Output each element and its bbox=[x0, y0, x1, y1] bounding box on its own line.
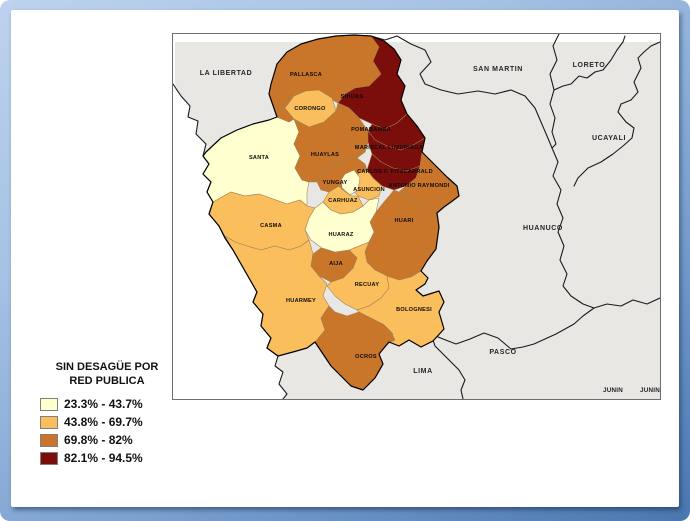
province-label-pallasca: PALLASCA bbox=[290, 72, 322, 78]
legend-item-label-1: 43.8% - 69.7% bbox=[64, 415, 143, 429]
province-label-asuncion: ASUNCION bbox=[353, 187, 385, 193]
legend-item-0: 23.3% - 43.7% bbox=[40, 395, 178, 413]
page: LA LIBERTAD SAN MARTIN LORETO UCAYALI HUANUC… bbox=[11, 10, 679, 507]
legend-item-1: 43.8% - 69.7% bbox=[40, 413, 178, 431]
legend-swatch-0 bbox=[40, 397, 58, 411]
province-label-corongo: CORONGO bbox=[294, 106, 326, 112]
department-boundary-0 bbox=[370, 35, 553, 149]
province-label-ocros: OCROS bbox=[355, 354, 377, 360]
province-label-huaylas: HUAYLAS bbox=[311, 152, 339, 158]
province-label-yungay: YUNGAY bbox=[323, 180, 348, 186]
department-boundary-2 bbox=[553, 35, 626, 91]
province-label-huaraz: HUARAZ bbox=[328, 232, 353, 238]
region-label-san-martin: SAN MARTIN bbox=[473, 66, 523, 73]
province-label-carhuaz: CARHUAZ bbox=[328, 198, 358, 204]
province-label-mariscal-luzuriaga: MARISCAL LUZURIAGA bbox=[355, 145, 423, 151]
province-label-bolognesi: BOLOGNESI bbox=[396, 307, 432, 313]
legend-swatch-1 bbox=[40, 415, 58, 429]
province-label-antonio-raymondi: ANTONIO RAYMONDI bbox=[388, 183, 449, 189]
province-label-casma: CASMA bbox=[260, 223, 282, 229]
department-boundary-1 bbox=[549, 34, 595, 309]
province-label-recuay: RECUAY bbox=[355, 282, 380, 288]
legend-swatch-2 bbox=[40, 433, 58, 447]
province-shape-carhuaz bbox=[322, 185, 364, 215]
region-label-ucayali: UCAYALI bbox=[592, 135, 626, 142]
province-label-huari: HUARI bbox=[395, 218, 414, 224]
legend-item-2: 69.8% - 82% bbox=[40, 431, 178, 449]
map-legend: SIN DESAGÜE POR RED PUBLICA 23.3% - 43.7… bbox=[36, 360, 178, 467]
province-shape-corongo bbox=[284, 89, 337, 128]
province-label-carlos-f-fitzcarrald: CARLOS F. FITZCARRALD bbox=[357, 169, 433, 175]
region-label-pasco: PASCO bbox=[489, 349, 516, 356]
legend-item-label-2: 69.8% - 82% bbox=[64, 433, 133, 447]
legend-title: SIN DESAGÜE POR RED PUBLICA bbox=[36, 360, 178, 388]
province-label-huarmey: HUARMEY bbox=[286, 298, 316, 304]
legend-swatch-3 bbox=[40, 451, 58, 465]
corner-label-1: JUNIN bbox=[640, 387, 660, 394]
legend-title-line1: SIN DESAGÜE POR bbox=[55, 361, 159, 373]
province-label-sihuas: SIHUAS bbox=[341, 94, 364, 100]
province-shape-unnamed bbox=[340, 169, 361, 196]
region-label-lima: LIMA bbox=[413, 368, 433, 375]
department-boundary-3 bbox=[573, 41, 660, 187]
ocean bbox=[173, 84, 287, 399]
department-boundary-5 bbox=[430, 333, 466, 399]
legend-item-label-3: 82.1% - 94.5% bbox=[64, 451, 143, 465]
department-boundary-4 bbox=[430, 297, 660, 350]
region-label-loreto: LORETO bbox=[573, 62, 606, 69]
region-label-la-libertad: LA LIBERTAD bbox=[200, 70, 252, 77]
province-label-aija: AIJA bbox=[329, 261, 343, 267]
legend-item-label-0: 23.3% - 43.7% bbox=[64, 397, 143, 411]
map-canvas: LA LIBERTAD SAN MARTIN LORETO UCAYALI HUANUC… bbox=[173, 34, 660, 399]
province-label-santa: SANTA bbox=[249, 155, 269, 161]
province-label-pomabamba: POMABAMBA bbox=[351, 127, 391, 133]
choropleth-map[interactable]: LA LIBERTAD SAN MARTIN LORETO UCAYALI HUANUC… bbox=[172, 33, 661, 400]
legend-items: 23.3% - 43.7% 43.8% - 69.7% 69.8% - 82% 82.… bbox=[40, 395, 178, 467]
legend-item-3: 82.1% - 94.5% bbox=[40, 449, 178, 467]
corner-label-0: JUNIN bbox=[603, 387, 623, 394]
legend-title-line2: RED PUBLICA bbox=[69, 375, 145, 387]
ancash-outline bbox=[202, 34, 460, 391]
region-label-huanuco: HUANUCO bbox=[523, 225, 563, 232]
